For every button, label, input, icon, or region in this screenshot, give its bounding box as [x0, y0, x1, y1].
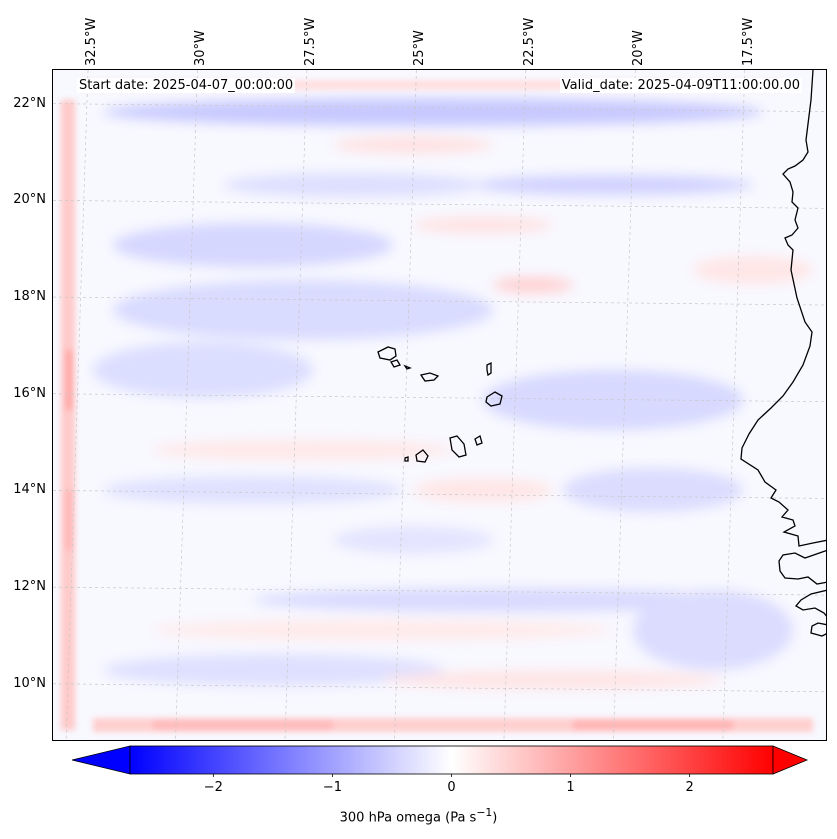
map-panel — [52, 69, 827, 741]
field-patch — [383, 671, 723, 689]
field-patch — [93, 342, 313, 398]
left-edge-band — [65, 490, 73, 550]
parallel-line — [53, 200, 826, 209]
colorbar-tick-label: 1 — [566, 780, 575, 795]
longitude-tick-label: 27.5°W — [302, 17, 318, 66]
west-africa-coast — [810, 622, 826, 637]
boundary-bands — [61, 80, 813, 732]
island-sal — [486, 361, 492, 377]
island-boa-vista — [485, 391, 503, 407]
colorbar-label-end: ) — [492, 810, 498, 826]
colorbar-extend-high — [772, 745, 809, 775]
island-fogo — [415, 449, 429, 463]
bottom-edge-band — [153, 720, 333, 730]
meridian-line — [65, 70, 89, 740]
meridian-line — [613, 70, 636, 740]
island-santa-luzia — [403, 364, 412, 370]
field-patch — [113, 280, 493, 340]
latitude-tick-label: 16°N — [13, 385, 46, 401]
colorbar-gradient — [129, 745, 774, 775]
island-santo-antao — [377, 346, 397, 361]
start-date-label: Start date: 2025-04-07_00:00:00 — [77, 78, 296, 93]
meridian-line — [284, 70, 308, 740]
longitude-tick-label: 25°W — [412, 30, 428, 66]
field-patch — [493, 277, 573, 293]
field-patch — [103, 476, 403, 504]
cape-verde-islands — [377, 346, 503, 463]
field-patch — [223, 173, 483, 197]
west-africa-coast — [795, 589, 826, 617]
field-patch — [483, 370, 743, 430]
island-sao-nicolau — [419, 372, 440, 382]
latitude-tick-label: 22°N — [13, 95, 46, 111]
field-patch — [103, 654, 443, 686]
field-patch — [153, 440, 453, 460]
field-patch — [153, 620, 613, 640]
latitude-tick-label: 12°N — [13, 579, 46, 595]
meridian-line — [503, 70, 527, 740]
field-patch — [413, 478, 553, 502]
island-sao-vicente — [390, 359, 401, 368]
colorbar-label: 300 hPa omega (Pa s−1) — [0, 806, 837, 825]
colorbar-tick-label: −1 — [322, 780, 342, 795]
latitude-tick-label: 20°N — [13, 192, 46, 208]
colorbar — [71, 745, 809, 777]
top-edge-band — [83, 80, 783, 90]
colorbar-label-text: 300 hPa omega (Pa s — [339, 810, 477, 826]
field-patch — [333, 526, 493, 554]
longitude-tick-label: 30°W — [193, 30, 209, 66]
left-edge-band — [65, 350, 73, 410]
west-africa-coast — [778, 550, 826, 585]
latitude-tick-label: 14°N — [13, 482, 46, 498]
coastline — [740, 70, 826, 637]
field-patch — [693, 256, 813, 284]
island-santiago — [449, 435, 467, 458]
colorbar-tick-label: −2 — [203, 780, 223, 795]
colorbar-extend-low — [71, 745, 131, 775]
field-patch — [333, 137, 493, 153]
longitude-tick-label: 22.5°W — [521, 17, 537, 66]
field-patch — [413, 217, 553, 233]
omega-field — [93, 98, 813, 689]
field-patch — [473, 175, 753, 195]
colorbar-tick-label: 0 — [447, 780, 456, 795]
field-patch — [103, 98, 763, 126]
left-edge-band — [61, 100, 75, 730]
longitude-tick-label: 20°W — [631, 30, 647, 66]
colorbar-ticks — [212, 774, 691, 777]
field-patch — [253, 588, 753, 612]
longitude-tick-label: 32.5°W — [84, 17, 100, 66]
meridian-line — [722, 70, 746, 740]
island-maio — [474, 435, 483, 446]
latitude-tick-label: 10°N — [13, 675, 46, 691]
colorbar-label-superscript: −1 — [476, 806, 493, 819]
omega-field-map — [53, 70, 826, 740]
valid-date-label: Valid_date: 2025-04-09T11:00:00.00 — [559, 78, 802, 93]
meridian-line — [175, 70, 198, 740]
meridian-line — [394, 70, 417, 740]
west-africa-coast — [740, 70, 826, 547]
field-patch — [633, 590, 793, 670]
longitude-tick-label: 17.5°W — [740, 17, 756, 66]
bottom-edge-band — [573, 720, 733, 730]
island-brava — [404, 456, 409, 462]
colorbar-tick-label: 2 — [685, 780, 694, 795]
field-patch — [563, 468, 743, 512]
latitude-tick-label: 18°N — [13, 289, 46, 305]
field-patch — [113, 223, 393, 267]
graticule — [53, 70, 826, 740]
